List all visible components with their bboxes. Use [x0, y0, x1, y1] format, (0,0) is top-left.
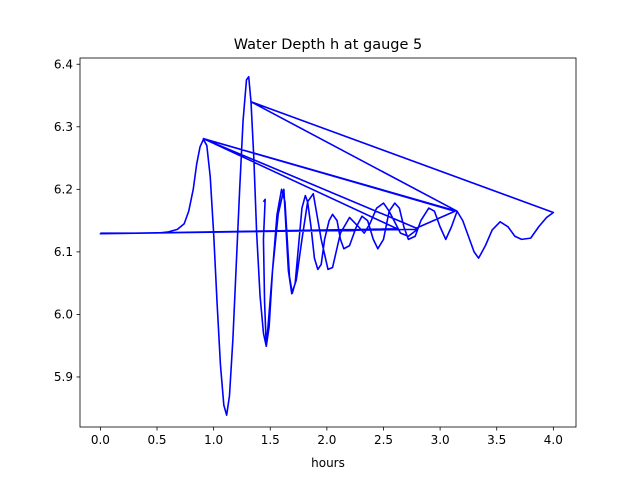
plot-area	[99, 75, 555, 416]
y-tick-label: 6.2	[54, 182, 73, 196]
x-axis: 0.0 0.5 1.0 1.5 2.0 2.5 3.0 3.5 4.0	[91, 427, 563, 447]
x-tick-label: 3.5	[487, 433, 506, 447]
x-tick-label: 1.5	[261, 433, 280, 447]
y-tick-label: 5.9	[54, 370, 73, 384]
y-tick-label: 6.1	[54, 245, 73, 259]
series-line	[99, 75, 555, 416]
x-tick-label: 0.0	[91, 433, 110, 447]
plot-frame	[79, 57, 577, 428]
y-tick-label: 6.4	[54, 57, 73, 71]
x-tick-label: 0.5	[147, 433, 166, 447]
y-tick-label: 6.0	[54, 307, 73, 321]
x-tick-label: 2.5	[374, 433, 393, 447]
x-tick-label: 1.0	[204, 433, 223, 447]
x-tick-label: 3.0	[431, 433, 450, 447]
x-axis-label: hours	[311, 456, 345, 470]
x-tick-label: 2.0	[317, 433, 336, 447]
y-axis: 5.9 6.0 6.1 6.2 6.3 6.4	[54, 57, 80, 384]
chart-title: Water Depth h at gauge 5	[234, 37, 422, 53]
y-tick-label: 6.3	[54, 120, 73, 134]
x-tick-label: 4.0	[544, 433, 563, 447]
